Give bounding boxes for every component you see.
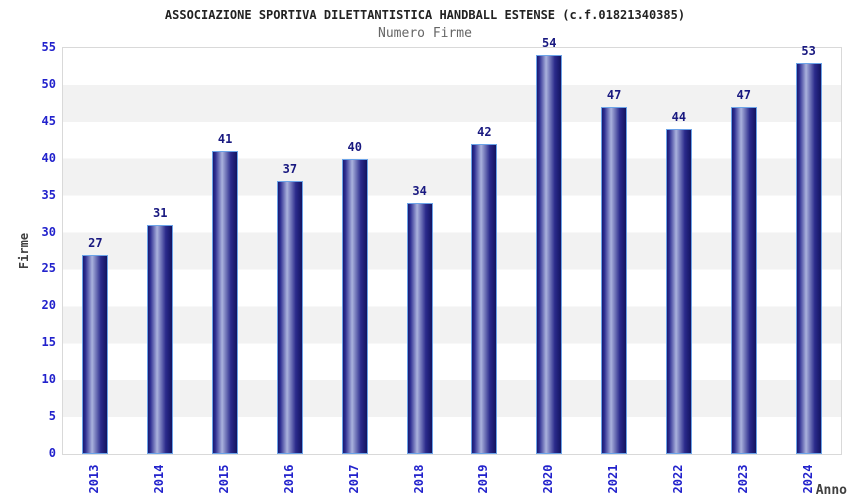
x-tick-label-2014: 2014 (152, 464, 167, 494)
y-tick-label-5: 5 (48, 409, 56, 424)
bar-2020 (536, 55, 563, 454)
x-tick-label-2022: 2022 (670, 464, 685, 494)
x-tick-label-2024: 2024 (800, 464, 815, 494)
x-tick-label-2019: 2019 (476, 464, 491, 494)
bar-2013 (82, 254, 109, 454)
bar-2018 (406, 203, 433, 454)
bar-2021 (601, 107, 628, 454)
y-tick-label-30: 30 (41, 224, 56, 239)
bar-value-label-2024: 53 (801, 43, 816, 58)
bar-value-label-2023: 47 (736, 88, 751, 103)
x-tick-label-2015: 2015 (217, 464, 232, 494)
bar-2023 (730, 107, 757, 454)
chart-title: ASSOCIAZIONE SPORTIVA DILETTANTISTICA HA… (164, 8, 686, 22)
x-tick-label-2018: 2018 (411, 464, 426, 494)
bar-value-label-2018: 34 (412, 184, 427, 199)
x-tick-label-2017: 2017 (346, 464, 361, 494)
x-tick-label-2016: 2016 (281, 464, 296, 494)
y-tick-label-15: 15 (41, 335, 56, 350)
bar-2014 (147, 225, 174, 454)
x-tick-label-2013: 2013 (87, 464, 102, 494)
bar-value-label-2013: 27 (88, 235, 103, 250)
x-tick-label-2020: 2020 (541, 464, 556, 494)
y-tick-label-40: 40 (41, 150, 56, 165)
x-tick-label-2021: 2021 (606, 464, 621, 494)
bar-value-label-2019: 42 (477, 124, 492, 139)
y-tick-label-50: 50 (41, 76, 56, 91)
bar-2019 (471, 143, 498, 454)
y-tick-label-20: 20 (41, 298, 56, 313)
y-tick-label-35: 35 (41, 187, 56, 202)
bar-value-label-2021: 47 (606, 88, 622, 103)
y-tick-label-0: 0 (48, 446, 56, 460)
x-tick-label-2023: 2023 (735, 464, 750, 494)
bar-value-label-2022: 44 (671, 110, 687, 125)
bar-2015 (212, 151, 239, 454)
bar-2024 (795, 62, 822, 454)
bar-value-label-2015: 41 (217, 132, 233, 147)
chart-subtitle: Numero Firme (378, 26, 472, 41)
bar-2022 (665, 129, 692, 454)
plot-area: 27 31 41 37 40 34 42 54 47 44 47 53 (62, 36, 842, 455)
y-tick-label-55: 55 (41, 40, 56, 54)
x-axis-title: Anno (815, 483, 847, 498)
y-tick-label-25: 25 (41, 261, 56, 276)
y-tick-label-10: 10 (41, 372, 56, 387)
bar-value-label-2017: 40 (347, 139, 362, 154)
bar-2016 (276, 180, 303, 454)
bar-value-label-2014: 31 (153, 206, 168, 221)
y-tick-label-45: 45 (41, 113, 56, 128)
bar-value-label-2016: 37 (282, 161, 298, 176)
bar-value-label-2020: 54 (542, 36, 557, 51)
bar-2017 (341, 158, 368, 454)
